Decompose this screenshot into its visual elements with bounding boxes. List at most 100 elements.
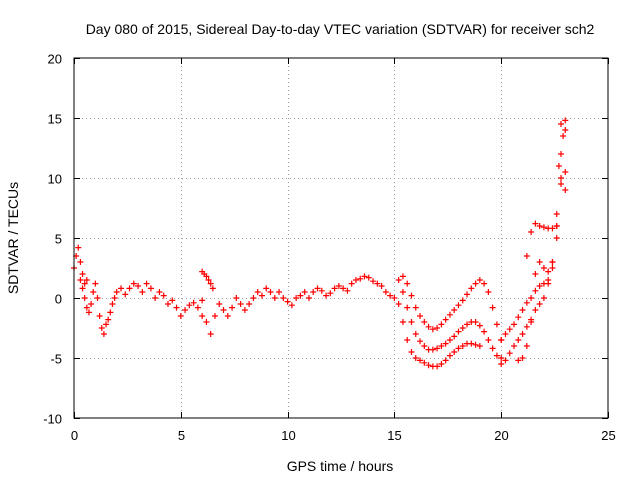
- data-point: [515, 314, 522, 321]
- data-point: [446, 352, 453, 359]
- data-point: [135, 283, 142, 289]
- data-point: [107, 309, 114, 316]
- data-point: [327, 290, 334, 297]
- data-point: [348, 280, 355, 287]
- data-point: [459, 343, 466, 349]
- data-point: [399, 273, 406, 280]
- data-point: [233, 295, 240, 301]
- x-tick-label: 20: [494, 428, 508, 443]
- data-point: [103, 321, 110, 328]
- plot-frame: [73, 57, 609, 419]
- data-point: [408, 349, 415, 355]
- data-point: [177, 313, 184, 319]
- data-point: [305, 295, 312, 301]
- data-point: [186, 302, 193, 309]
- data-point: [523, 343, 530, 349]
- data-point: [502, 331, 509, 337]
- data-point: [562, 117, 569, 124]
- data-point: [438, 343, 445, 349]
- data-point: [152, 295, 159, 301]
- data-point: [220, 307, 227, 313]
- data-point: [88, 301, 95, 307]
- data-point: [540, 295, 547, 301]
- data-point: [417, 357, 424, 364]
- data-point: [335, 283, 342, 289]
- y-tick-label: 10: [48, 172, 62, 187]
- series-track-i: [498, 169, 569, 343]
- data-point: [365, 274, 372, 281]
- data-point: [485, 289, 492, 295]
- data-point: [224, 313, 231, 319]
- data-point: [199, 313, 206, 319]
- data-point: [301, 289, 308, 295]
- data-point: [558, 175, 565, 181]
- data-point: [209, 285, 216, 292]
- data-point: [421, 343, 428, 349]
- data-point: [553, 223, 560, 229]
- data-point: [545, 268, 552, 275]
- data-point: [515, 357, 522, 364]
- series-track-e: [395, 301, 483, 370]
- y-tick-label: 20: [48, 52, 62, 67]
- data-point: [412, 355, 419, 361]
- data-point: [532, 220, 539, 227]
- data-point: [246, 301, 253, 307]
- y-tick-label: 5: [55, 232, 62, 247]
- data-point: [421, 359, 428, 366]
- data-point: [182, 307, 189, 313]
- data-point: [540, 224, 547, 231]
- data-point: [173, 304, 180, 311]
- data-point: [203, 273, 210, 280]
- data-point: [399, 289, 406, 295]
- data-point: [425, 362, 432, 369]
- data-point: [207, 280, 214, 287]
- data-point: [100, 331, 107, 337]
- data-point: [83, 304, 90, 311]
- data-point: [276, 289, 283, 295]
- data-point: [519, 355, 526, 361]
- series-track-a: [71, 244, 90, 287]
- data-point: [558, 151, 565, 157]
- y-tick-label: 15: [48, 112, 62, 127]
- data-point: [532, 307, 539, 313]
- data-point: [532, 287, 539, 294]
- y-tick-label: -10: [43, 412, 62, 427]
- data-point: [540, 280, 547, 287]
- data-point: [417, 338, 424, 345]
- data-point: [361, 273, 368, 280]
- data-point: [536, 259, 543, 265]
- data-point: [404, 337, 411, 343]
- data-point: [434, 363, 441, 370]
- data-point: [523, 253, 530, 259]
- data-point: [211, 313, 218, 319]
- data-point: [455, 302, 462, 309]
- data-point: [545, 277, 552, 283]
- data-point: [442, 316, 449, 323]
- series-track-g: [399, 273, 505, 343]
- data-point: [476, 277, 483, 283]
- data-point: [130, 280, 137, 287]
- data-point: [395, 277, 402, 283]
- data-point: [472, 280, 479, 287]
- x-tick-label: 10: [281, 428, 295, 443]
- data-point: [370, 278, 377, 285]
- data-point: [481, 280, 488, 287]
- data-point: [425, 323, 432, 330]
- data-point: [553, 211, 560, 217]
- axis-ticks: 0 5 10 15 20 25 -10 -5 0 5 10 15 20: [43, 52, 616, 444]
- x-axis-label: GPS time / hours: [287, 458, 394, 474]
- x-tick-label: 15: [387, 428, 401, 443]
- data-point: [94, 295, 101, 301]
- data-point: [164, 301, 171, 307]
- series-track-j: [515, 127, 569, 364]
- data-point: [79, 285, 86, 292]
- data-point: [404, 304, 411, 311]
- data-point: [515, 337, 522, 343]
- data-point: [511, 343, 518, 349]
- data-point: [451, 349, 458, 355]
- x-tick-label: 0: [71, 428, 78, 443]
- data-point: [468, 285, 475, 292]
- data-point: [387, 292, 394, 299]
- data-point: [429, 346, 436, 353]
- data-point: [502, 357, 509, 364]
